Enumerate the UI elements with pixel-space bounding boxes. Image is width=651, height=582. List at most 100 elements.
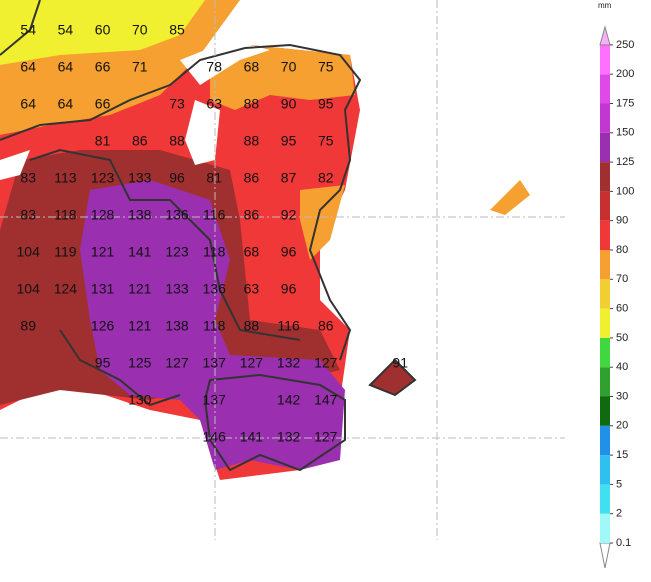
value-label: 75 [318,59,334,75]
value-label: 127 [165,355,189,371]
value-label: 118 [54,207,77,223]
value-label: 127 [314,355,338,371]
colorbar-label: 80 [616,244,628,256]
colorbar-band [600,44,610,75]
value-label: 137 [203,392,227,408]
value-label: 95 [95,355,111,371]
colorbar-band [600,220,610,250]
value-label: 83 [20,170,36,186]
colorbar-band [600,308,610,338]
value-label: 147 [314,392,338,408]
value-label: 127 [240,355,264,371]
guides [0,0,565,540]
value-label: 70 [281,59,297,75]
colorbar-label: 60 [616,303,628,315]
value-label: 68 [244,59,260,75]
value-label: 87 [281,170,297,186]
value-label: 88 [244,133,260,149]
colorbar-label: 100 [616,185,634,197]
colorbar-band [600,132,610,163]
colorbar-band [600,279,610,309]
value-label: 137 [203,355,227,371]
value-label: 95 [318,96,334,112]
colorbar-band [600,250,610,280]
colorbar-band [600,191,610,221]
value-label: 133 [165,281,189,297]
value-label: 131 [91,281,115,297]
colorbar-label: 15 [616,449,628,461]
colorbar-band [600,367,610,397]
value-label: 68 [244,244,260,260]
value-label: 64 [58,96,74,112]
value-label: 63 [244,281,260,297]
value-label: 60 [95,22,111,38]
value-label: 113 [54,170,77,186]
colorbar-label: 150 [616,127,634,139]
colorbar-label: 20 [616,420,628,432]
value-label: 88 [169,133,185,149]
colorbar-label: 0.1 [616,537,631,549]
value-label: 54 [58,22,74,38]
value-label: 104 [17,281,41,297]
value-label: 71 [132,59,148,75]
value-label: 63 [206,96,222,112]
value-label: 70 [132,22,148,38]
value-label: 124 [54,281,78,297]
colorbar-label: 40 [616,361,628,373]
value-label: 95 [281,133,297,149]
value-label: 81 [206,170,222,186]
colorbar-band [600,74,610,104]
value-label: 104 [17,244,41,260]
colorbar-label: 175 [616,97,634,109]
value-label: 86 [318,318,334,334]
value-label: 86 [132,133,148,149]
value-label: 78 [206,59,222,75]
value-label: 90 [281,96,297,112]
value-label: 128 [91,207,115,223]
value-label: 136 [165,207,189,223]
value-label: 66 [95,59,111,75]
value-label: 146 [203,429,227,445]
value-label: 138 [128,207,152,223]
value-label: 86 [244,207,260,223]
value-label: 123 [165,244,189,260]
colorbar-label: 5 [616,478,622,490]
value-label: 138 [165,318,189,334]
coastlines [0,0,417,472]
value-label: 136 [203,281,227,297]
colorbar-band [599,25,611,46]
value-label: 119 [54,244,77,260]
colorbar-label: 30 [616,390,628,402]
value-label: 121 [91,244,115,260]
value-label: 81 [95,133,111,149]
value-label: 123 [91,170,115,186]
value-label: 96 [169,170,185,186]
colorbar-band [600,337,610,368]
colorbar-label: 200 [616,68,634,80]
colorbar-label: 250 [616,39,634,51]
colorbar-band [600,103,610,133]
value-label: 118 [203,318,226,334]
value-label: 82 [318,170,334,186]
colorbar-band [600,513,610,543]
value-label: 116 [277,318,300,334]
value-label: 88 [244,96,260,112]
value-label: 66 [95,96,111,112]
value-label: 130 [128,392,152,408]
value-label: 75 [318,133,334,149]
value-label: 141 [128,244,152,260]
colorbar-label: 70 [616,273,628,285]
value-label: 92 [281,207,297,223]
colorbar-band [600,425,610,456]
value-label: 96 [281,244,297,260]
value-label: 64 [20,59,36,75]
value-label: 127 [314,429,338,445]
value-label: 132 [277,429,301,445]
value-label: 88 [244,318,260,334]
value-label: 83 [20,207,36,223]
value-label: 54 [20,22,36,38]
value-label: 64 [58,59,74,75]
value-label: 121 [128,318,152,334]
value-label: 118 [203,244,226,260]
